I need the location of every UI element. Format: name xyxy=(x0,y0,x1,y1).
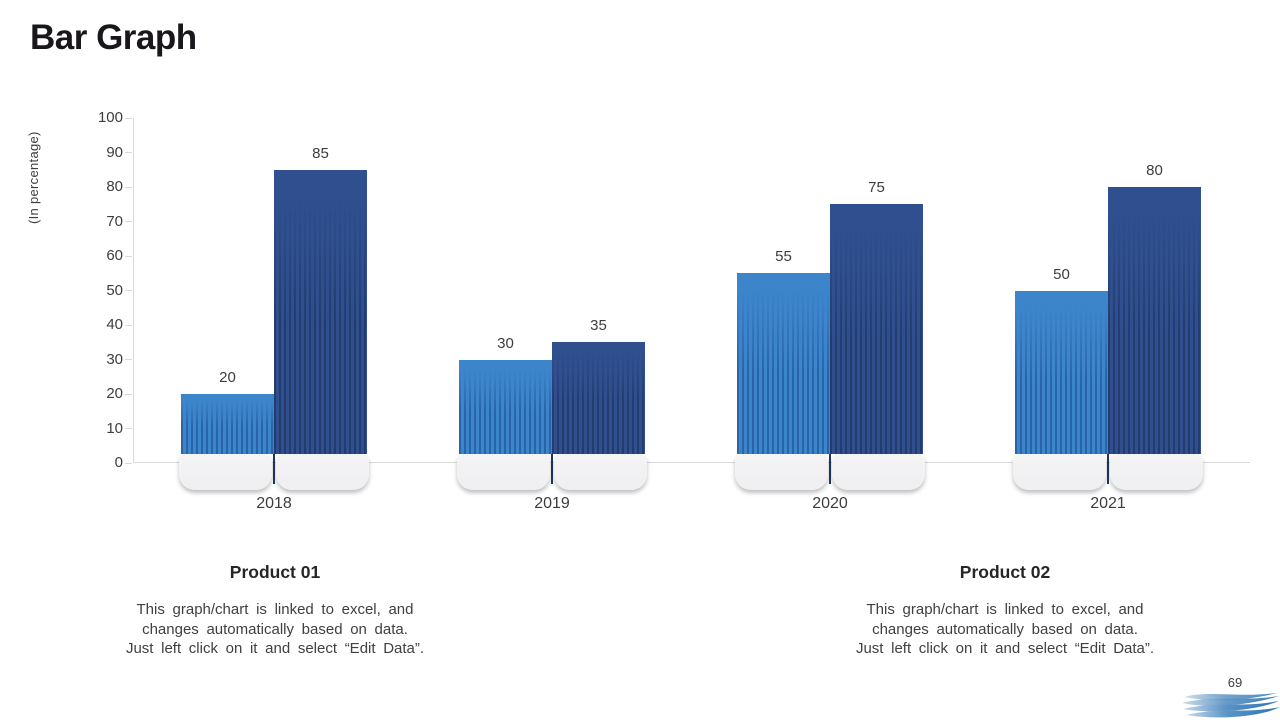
bar-pedestal xyxy=(179,454,272,490)
y-tick-mark xyxy=(125,393,132,395)
bar-pedestal xyxy=(457,454,550,490)
y-tick-label: 60 xyxy=(106,247,123,264)
x-axis-line xyxy=(133,462,1250,463)
bar-value-label: 30 xyxy=(497,334,514,352)
bar-product-01-2019 xyxy=(459,359,552,454)
y-tick-label: 40 xyxy=(106,316,123,333)
bar-value-label: 80 xyxy=(1146,162,1163,179)
description-line: This graph/chart is linked to excel, and xyxy=(866,601,1144,618)
bar-pedestal xyxy=(1110,454,1203,490)
bar-value-label: 50 xyxy=(1053,265,1070,283)
pedestal-divider xyxy=(1107,454,1109,484)
y-axis-line xyxy=(133,118,134,463)
y-tick-label: 50 xyxy=(106,281,123,299)
pedestal-divider xyxy=(273,454,275,484)
y-tick-mark xyxy=(125,290,132,291)
brand-logo-waves-icon xyxy=(1182,693,1280,718)
y-tick-mark xyxy=(125,221,132,222)
category-label: 2019 xyxy=(534,495,570,512)
y-tick-mark xyxy=(125,462,132,464)
bar-value-label: 75 xyxy=(868,179,885,197)
bar-value-label: 85 xyxy=(312,144,329,162)
y-tick-label: 80 xyxy=(106,178,123,195)
product-01-heading: Product 01 xyxy=(229,562,321,582)
y-tick-mark xyxy=(125,324,132,326)
product-01-body: This graph/chart is linked to excel, and… xyxy=(95,600,455,659)
pedestal-divider xyxy=(829,454,831,484)
product-01-description: Product 01 This graph/chart is linked to… xyxy=(95,562,455,659)
bar-product-02-2019 xyxy=(552,342,645,454)
category-label: 2021 xyxy=(1090,495,1126,512)
y-tick-mark xyxy=(125,186,132,188)
y-tick-mark xyxy=(125,428,132,429)
bar-product-01-2018 xyxy=(181,394,274,454)
bar-pedestal xyxy=(276,454,369,490)
description-line: Just left click on it and select “Edit D… xyxy=(125,640,425,657)
pedestal-divider xyxy=(551,454,553,484)
product-02-description: Product 02 This graph/chart is linked to… xyxy=(825,562,1185,659)
page-title: Bar Graph xyxy=(30,18,197,57)
bar-pedestal xyxy=(554,454,647,490)
bar-product-01-2021 xyxy=(1015,290,1108,454)
bar-chart: 0 10 20 30 40 50 60 70 80 90 100 20 85 2018 30 35 2019 55… xyxy=(97,109,1250,512)
y-tick-mark xyxy=(125,152,132,153)
product-02-heading: Product 02 xyxy=(959,562,1051,582)
description-line: Just left click on it and select “Edit D… xyxy=(855,640,1155,657)
bar-product-02-2021 xyxy=(1108,187,1201,454)
description-line: changes automatically based on data. xyxy=(872,620,1138,638)
bar-value-label: 35 xyxy=(590,317,607,335)
bar-pedestal xyxy=(1013,454,1106,490)
y-tick-label: 70 xyxy=(106,212,123,230)
y-tick-mark xyxy=(125,255,132,257)
product-02-body: This graph/chart is linked to excel, and… xyxy=(825,600,1185,659)
category-label: 2020 xyxy=(812,495,848,512)
description-line: changes automatically based on data. xyxy=(142,620,408,638)
y-tick-label: 20 xyxy=(106,385,123,402)
bar-value-label: 55 xyxy=(775,248,792,266)
y-tick-label: 0 xyxy=(114,454,123,471)
y-tick-label: 10 xyxy=(106,419,123,437)
y-tick-mark xyxy=(125,117,132,119)
y-tick-label: 30 xyxy=(106,350,123,368)
category-label: 2018 xyxy=(256,495,292,512)
y-tick-label: 90 xyxy=(106,143,123,161)
bar-product-01-2020 xyxy=(737,273,830,454)
bar-pedestal xyxy=(735,454,828,490)
bar-pedestal xyxy=(832,454,925,490)
description-line: This graph/chart is linked to excel, and xyxy=(136,601,414,618)
bar-value-label: 20 xyxy=(219,369,236,386)
bar-product-02-2020 xyxy=(830,204,923,454)
page-number: 69 xyxy=(1227,675,1243,690)
y-tick-label: 100 xyxy=(97,109,123,126)
y-tick-mark xyxy=(125,359,132,360)
bar-product-02-2018 xyxy=(274,169,367,454)
